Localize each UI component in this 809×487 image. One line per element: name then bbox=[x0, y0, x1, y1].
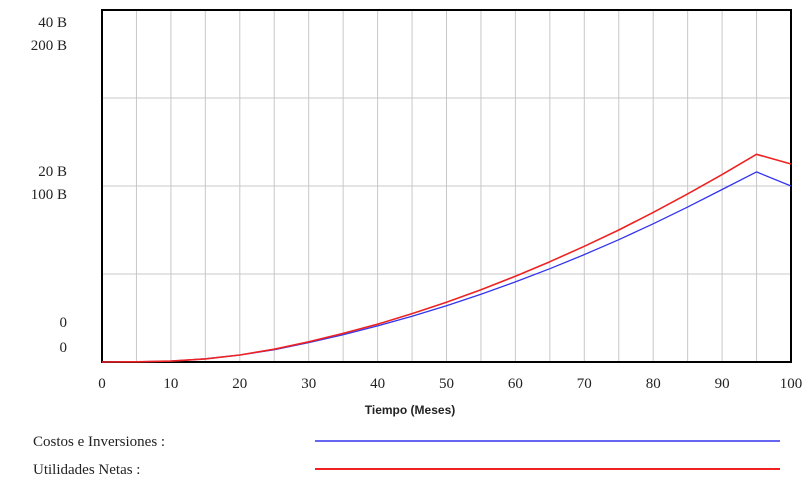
y-axis-label-top-1: 40 B bbox=[38, 15, 67, 31]
x-tick-label: 10 bbox=[163, 376, 178, 392]
legend-label-utilidades: Utilidades Netas : bbox=[33, 462, 140, 478]
y-axis-label-bottom-2: 0 bbox=[60, 340, 68, 356]
x-tick-labels: 0 10 20 30 40 50 60 70 80 90 100 bbox=[98, 376, 802, 392]
y-axis-label-top-2: 200 B bbox=[31, 38, 67, 54]
x-tick-label: 40 bbox=[370, 376, 385, 392]
x-tick-label: 20 bbox=[232, 376, 247, 392]
x-axis-title: Tiempo (Meses) bbox=[365, 403, 455, 417]
y-axis-label-bottom-1: 0 bbox=[60, 315, 68, 331]
legend-label-costos: Costos e Inversiones : bbox=[33, 434, 165, 450]
x-tick-label: 50 bbox=[439, 376, 454, 392]
x-tick-label: 90 bbox=[715, 376, 730, 392]
y-axis-label-mid-1: 20 B bbox=[38, 164, 67, 180]
x-tick-label: 70 bbox=[577, 376, 592, 392]
x-tick-label: 30 bbox=[301, 376, 316, 392]
x-tick-label: 60 bbox=[508, 376, 523, 392]
x-tick-label: 0 bbox=[98, 376, 106, 392]
x-tick-label: 100 bbox=[780, 376, 803, 392]
y-axis-label-mid-2: 100 B bbox=[31, 187, 67, 203]
series-lines bbox=[101, 153, 792, 363]
horizontal-gridlines bbox=[102, 97, 791, 275]
x-tick-label: 80 bbox=[646, 376, 661, 392]
series-line-utilidades bbox=[101, 153, 792, 363]
